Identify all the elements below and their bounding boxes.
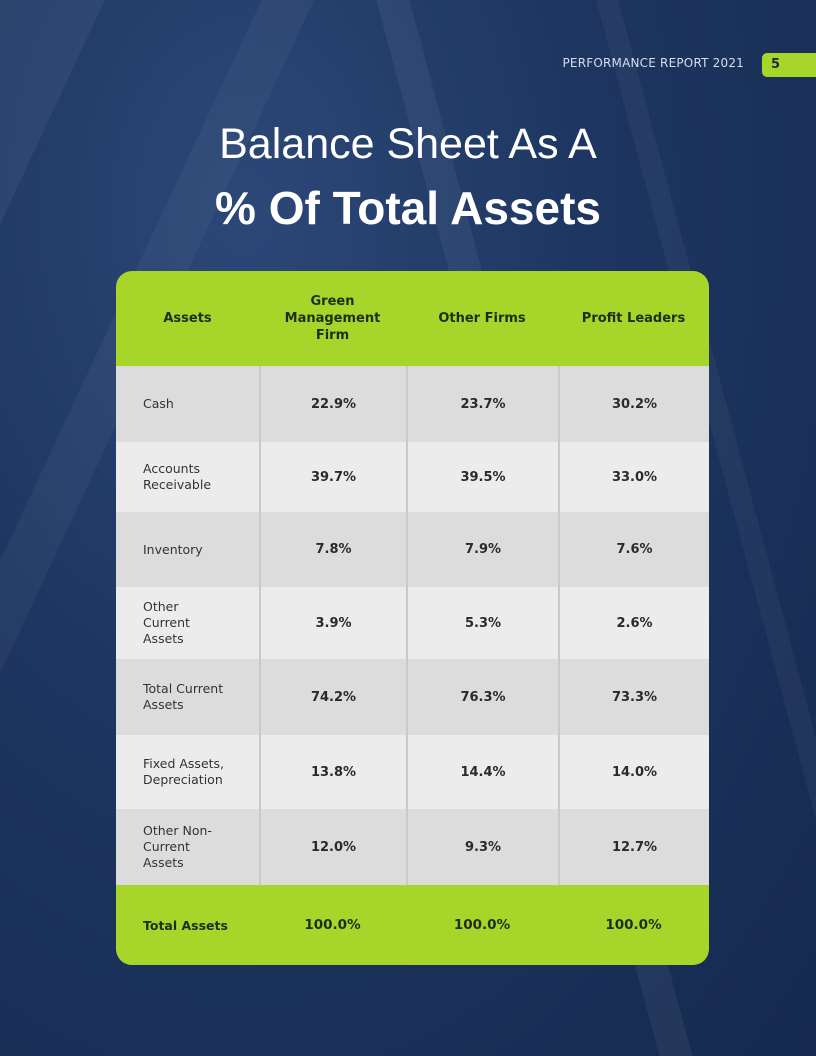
row-value: 76.3% (406, 659, 558, 735)
row-value: 73.3% (558, 659, 709, 735)
column-header: Assets (163, 311, 212, 326)
row-value: 5.3% (406, 587, 558, 659)
row-label: Total Current Assets (143, 681, 224, 712)
table-header: Assets Green Management Firm Other Firms… (116, 271, 709, 366)
page-title-line1: Balance Sheet As A (219, 120, 597, 168)
row-label: Accounts Receivable (143, 461, 212, 492)
row-value: 12.0% (259, 809, 406, 885)
row-label: Cash (143, 396, 174, 411)
table-row: Fixed Assets, Depreciation 13.8% 14.4% 14.0… (116, 735, 709, 809)
row-value: 2.6% (558, 587, 709, 659)
row-value: 14.4% (406, 735, 558, 809)
footer-value: 100.0% (453, 917, 511, 933)
report-label: PERFORMANCE REPORT 2021 (562, 56, 744, 70)
table-row: Inventory 7.8% 7.9% 7.6% (116, 512, 709, 587)
page-header: PERFORMANCE REPORT 2021 5 (0, 53, 816, 77)
row-label: Inventory (143, 541, 203, 557)
table-row: Accounts Receivable 39.7% 39.5% 33.0% (116, 442, 709, 512)
row-value: 33.0% (558, 442, 709, 512)
table-row: Total Current Assets 74.2% 76.3% 73.3% (116, 659, 709, 735)
column-header: Green Management Firm (284, 294, 381, 343)
row-label: Other Current Assets (143, 599, 190, 646)
row-value: 12.7% (558, 809, 709, 885)
row-value: 9.3% (406, 809, 558, 885)
row-label: Other Non-Current Assets (143, 823, 212, 870)
row-value: 14.0% (558, 735, 709, 809)
table-footer: Total Assets 100.0% 100.0% 100.0% (116, 885, 709, 965)
table-row: Other Non-Current Assets 12.0% 9.3% 12.7% (116, 809, 709, 885)
row-value: 22.9% (259, 366, 406, 442)
row-label: Fixed Assets, Depreciation (143, 756, 225, 787)
footer-label: Total Assets (143, 917, 228, 933)
column-header: Other Firms (438, 311, 526, 326)
row-value: 7.8% (259, 512, 406, 587)
page-number: 5 (762, 53, 816, 77)
row-value: 39.5% (406, 442, 558, 512)
row-value: 23.7% (406, 366, 558, 442)
column-header: Profit Leaders (581, 311, 686, 326)
table-row: Other Current Assets 3.9% 5.3% 2.6% (116, 587, 709, 659)
footer-value: 100.0% (304, 917, 361, 933)
table-row: Cash 22.9% 23.7% 30.2% (116, 366, 709, 442)
page-title-line2: % Of Total Assets (215, 182, 601, 234)
row-value: 7.9% (406, 512, 558, 587)
footer-value: 100.0% (605, 917, 662, 933)
balance-sheet-table: Assets Green Management Firm Other Firms… (116, 271, 709, 965)
row-value: 74.2% (259, 659, 406, 735)
row-value: 39.7% (259, 442, 406, 512)
row-value: 7.6% (558, 512, 709, 587)
row-value: 3.9% (259, 587, 406, 659)
row-value: 30.2% (558, 366, 709, 442)
row-value: 13.8% (259, 735, 406, 809)
